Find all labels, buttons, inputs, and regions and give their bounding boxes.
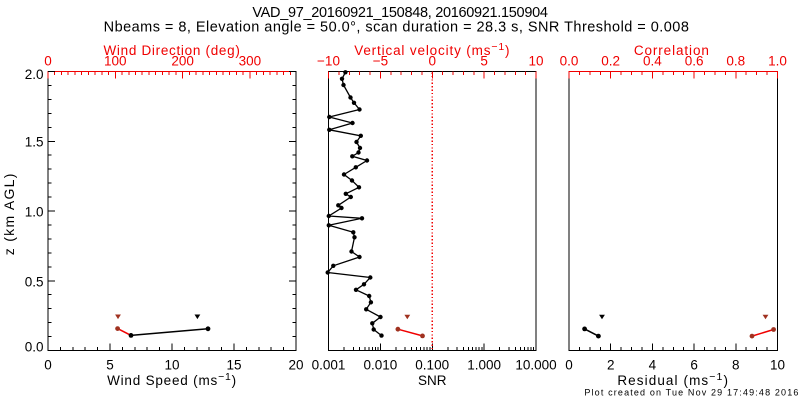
svg-text:Wind Direction (deg): Wind Direction (deg)	[103, 43, 240, 58]
svg-text:6: 6	[690, 358, 698, 373]
svg-text:10: 10	[164, 358, 179, 373]
svg-text:0.6: 0.6	[685, 54, 704, 69]
svg-text:5: 5	[106, 358, 114, 373]
svg-text:Plot created on Tue Nov 29 17:: Plot created on Tue Nov 29 17:49:48 2016	[584, 388, 799, 398]
svg-text:0: 0	[44, 358, 52, 373]
svg-text:10: 10	[528, 54, 543, 69]
svg-text:Nbeams = 8, Elevation angle =: Nbeams = 8, Elevation angle = 50.0°, sca…	[104, 20, 690, 36]
svg-text:1.0: 1.0	[25, 205, 44, 220]
svg-text:0.8: 0.8	[726, 54, 745, 69]
svg-text:VAD_97_20160921_150848, 201609: VAD_97_20160921_150848, 20160921.150904	[252, 5, 547, 21]
svg-text:Vertical velocity (ms−1): Vertical velocity (ms−1)	[354, 41, 510, 58]
svg-text:1.5: 1.5	[25, 134, 44, 149]
svg-text:0.010: 0.010	[364, 358, 398, 373]
svg-text:Residual (ms−1): Residual (ms−1)	[617, 371, 729, 388]
svg-text:−5: −5	[373, 54, 388, 69]
svg-text:15: 15	[226, 358, 241, 373]
svg-text:10: 10	[770, 358, 785, 373]
svg-text:1.0: 1.0	[768, 54, 787, 69]
svg-text:0.5: 0.5	[25, 274, 44, 289]
svg-text:0: 0	[44, 54, 52, 69]
svg-text:2: 2	[607, 358, 615, 373]
svg-text:0.001: 0.001	[312, 358, 346, 373]
svg-text:0.0: 0.0	[560, 54, 579, 69]
svg-text:100: 100	[104, 54, 127, 69]
svg-text:0.100: 0.100	[415, 358, 449, 373]
svg-text:4: 4	[649, 358, 657, 373]
svg-text:SNR: SNR	[418, 373, 447, 388]
svg-text:300: 300	[239, 54, 262, 69]
svg-text:5: 5	[480, 54, 488, 69]
svg-text:2.0: 2.0	[25, 67, 44, 82]
svg-text:10.000: 10.000	[515, 358, 556, 373]
svg-text:−10: −10	[317, 54, 340, 69]
svg-text:0.2: 0.2	[601, 54, 620, 69]
svg-text:20: 20	[288, 358, 303, 373]
svg-text:z (km AGL): z (km AGL)	[1, 172, 17, 255]
svg-text:0.4: 0.4	[643, 54, 662, 69]
svg-text:0.0: 0.0	[25, 340, 44, 355]
svg-text:1.000: 1.000	[467, 358, 501, 373]
svg-text:0: 0	[428, 54, 436, 69]
svg-text:8: 8	[732, 358, 740, 373]
svg-text:200: 200	[171, 54, 194, 69]
svg-text:0: 0	[565, 358, 573, 373]
svg-text:Wind Speed (ms−1): Wind Speed (ms−1)	[107, 371, 237, 388]
svg-text:Correlation: Correlation	[634, 43, 710, 58]
